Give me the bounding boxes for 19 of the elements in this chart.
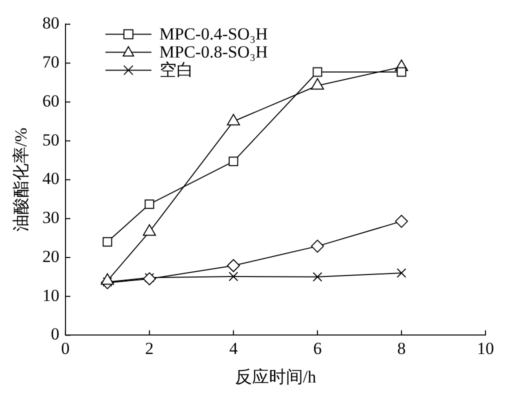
y-tick-label: 10 <box>42 286 60 305</box>
x-tick-label: 6 <box>313 338 322 358</box>
legend-label: MPC-0.8-SO₃H <box>159 42 268 62</box>
y-tick-label: 80 <box>42 14 60 33</box>
y-tick-label: 50 <box>42 130 60 150</box>
y-tick-label: 30 <box>42 208 60 228</box>
y-axis-title: 油酸酯化率/% <box>12 128 31 232</box>
x-axis-title: 反应时间/h <box>234 367 317 386</box>
legend-label: 空白 <box>159 60 194 80</box>
y-tick-label: 0 <box>50 324 60 344</box>
x-tick-label: 2 <box>145 338 154 358</box>
y-tick-label: 60 <box>42 91 60 110</box>
y-tick-label: 40 <box>42 169 60 188</box>
x-tick-label: 4 <box>229 338 238 358</box>
y-tick-label: 20 <box>42 246 60 266</box>
x-tick-label: 10 <box>477 338 494 358</box>
x-tick-label: 8 <box>397 338 406 358</box>
legend-label: MPC-0.4-SO₃H <box>159 24 268 44</box>
y-tick-label: 70 <box>42 52 60 72</box>
